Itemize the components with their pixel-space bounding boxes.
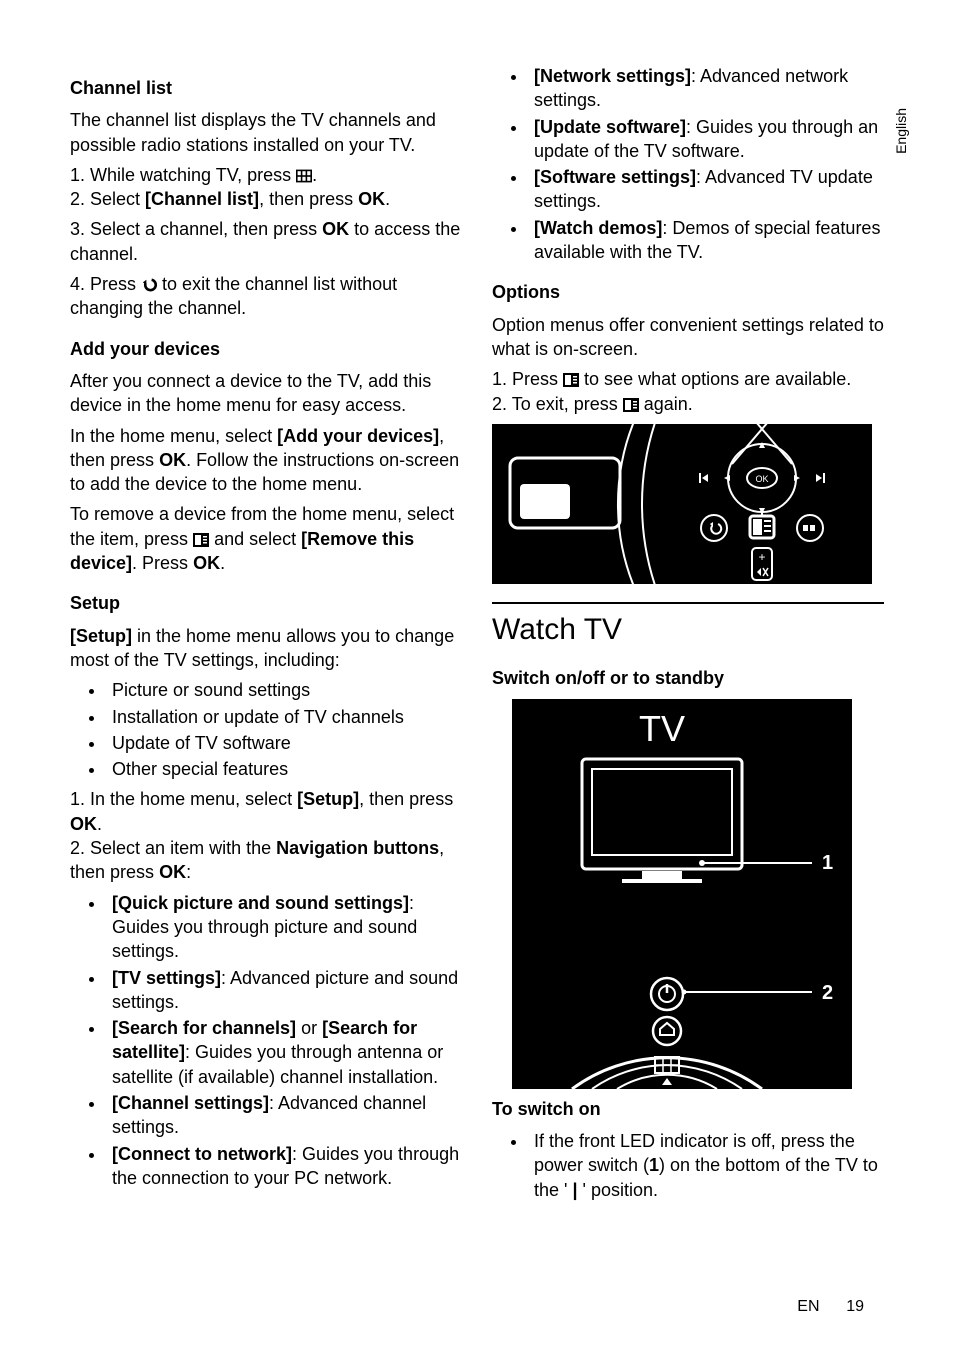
setup-items-list: Picture or sound settings Installation or…	[70, 678, 462, 781]
list-item: [Software settings]: Advanced TV update …	[528, 165, 884, 214]
para: 4. Press to exit the channel list withou…	[70, 272, 462, 321]
bold-text: [Watch demos]	[534, 218, 662, 238]
text: :	[186, 862, 191, 882]
remote-illustration: OK +	[492, 424, 872, 584]
callout-2: 2	[822, 982, 833, 1004]
para: 1. While watching TV, press . 2. Select …	[70, 163, 462, 212]
bold-text: [Add your devices]	[277, 426, 439, 446]
heading-to-switch-on: To switch on	[492, 1097, 884, 1121]
list-item: Picture or sound settings	[106, 678, 462, 702]
bold-text: [Setup]	[70, 626, 132, 646]
switch-on-list: If the front LED indicator is off, press…	[492, 1129, 884, 1202]
svg-text:+: +	[758, 550, 765, 564]
text: .	[220, 553, 225, 573]
para: In the home menu, select [Add your devic…	[70, 424, 462, 497]
right-column: [Network settings]: Advanced network set…	[492, 60, 884, 1206]
bold-text: OK	[322, 219, 349, 239]
para: 1. In the home menu, select [Setup], the…	[70, 787, 462, 884]
list-item: [Search for channels] or [Search for sat…	[106, 1016, 462, 1089]
callout-1: 1	[822, 852, 833, 874]
text: 1. Press	[492, 369, 563, 389]
bold-text: [TV settings]	[112, 968, 221, 988]
bold-text: Navigation buttons	[276, 838, 439, 858]
text: again.	[644, 394, 693, 414]
text: 4. Press	[70, 274, 141, 294]
setup-options-list: [Quick picture and sound settings]: Guid…	[70, 891, 462, 1191]
bold-text: [Update software]	[534, 117, 686, 137]
para: [Setup] in the home menu allows you to c…	[70, 624, 462, 673]
grid-icon	[296, 169, 312, 183]
heading-watch-tv: Watch TV	[492, 602, 884, 651]
para: To remove a device from the home menu, s…	[70, 502, 462, 575]
text: In the home menu, select	[70, 426, 277, 446]
text: .	[385, 189, 390, 209]
bold-text: [Network settings]	[534, 66, 691, 86]
para: Option menus offer convenient settings r…	[492, 313, 884, 362]
tv-label: TV	[639, 708, 685, 749]
list-item: Installation or update of TV channels	[106, 705, 462, 729]
text: to see what options are available.	[584, 369, 851, 389]
list-item: [Channel settings]: Advanced channel set…	[106, 1091, 462, 1140]
list-item: [TV settings]: Advanced picture and soun…	[106, 966, 462, 1015]
footer-page: 19	[846, 1298, 864, 1315]
heading-add-devices: Add your devices	[70, 337, 462, 361]
options-icon	[563, 373, 579, 387]
bold-text: 1	[649, 1155, 659, 1175]
heading-switch: Switch on/off or to standby	[492, 666, 884, 690]
text: 1. While watching TV, press	[70, 165, 296, 185]
heading-setup: Setup	[70, 591, 462, 615]
text: and select	[214, 529, 301, 549]
language-tab: English	[889, 100, 914, 162]
text: 2. Select	[70, 189, 145, 209]
list-item: Other special features	[106, 757, 462, 781]
list-item: [Watch demos]: Demos of special features…	[528, 216, 884, 265]
back-icon	[141, 278, 157, 292]
left-column: Channel list The channel list displays t…	[70, 60, 462, 1206]
list-item: [Update software]: Guides you through an…	[528, 115, 884, 164]
bold-text: OK	[159, 450, 186, 470]
heading-channel-list: Channel list	[70, 76, 462, 100]
options-icon	[623, 398, 639, 412]
bold-text: [Quick picture and sound settings]	[112, 893, 409, 913]
bold-text: [Search for channels]	[112, 1018, 296, 1038]
para: 3. Select a channel, then press OK to ac…	[70, 217, 462, 266]
page-footer: EN 19	[797, 1296, 864, 1318]
text: or	[296, 1018, 322, 1038]
list-item: [Quick picture and sound settings]: Guid…	[106, 891, 462, 964]
text: , then press	[259, 189, 358, 209]
bold-text: OK	[358, 189, 385, 209]
para: The channel list displays the TV channel…	[70, 108, 462, 157]
text: 1. In the home menu, select	[70, 789, 297, 809]
text: 3. Select a channel, then press	[70, 219, 322, 239]
list-item: If the front LED indicator is off, press…	[528, 1129, 884, 1202]
bold-text: OK	[193, 553, 220, 573]
footer-lang: EN	[797, 1298, 819, 1315]
para: After you connect a device to the TV, ad…	[70, 369, 462, 418]
bold-text: [Channel list]	[145, 189, 259, 209]
para: 1. Press to see what options are availab…	[492, 367, 884, 416]
text: 2. To exit, press	[492, 394, 623, 414]
page-body: Channel list The channel list displays t…	[0, 0, 954, 1246]
options-icon	[193, 533, 209, 547]
svg-text:OK: OK	[755, 474, 768, 484]
text: , then press	[359, 789, 453, 809]
bold-text: OK	[70, 814, 97, 834]
text: . Press	[132, 553, 193, 573]
list-item: [Network settings]: Advanced network set…	[528, 64, 884, 113]
tv-illustration: TV 1 2	[512, 699, 852, 1089]
heading-options: Options	[492, 280, 884, 304]
bold-text: [Software settings]	[534, 167, 696, 187]
bold-text: OK	[159, 862, 186, 882]
text: 2. Select an item with the	[70, 838, 276, 858]
text: .	[312, 165, 317, 185]
list-item: Update of TV software	[106, 731, 462, 755]
bold-text: [Setup]	[297, 789, 359, 809]
text: ' position.	[578, 1180, 658, 1200]
list-item: [Connect to network]: Guides you through…	[106, 1142, 462, 1191]
bold-text: [Channel settings]	[112, 1093, 269, 1113]
setup-options-list-2: [Network settings]: Advanced network set…	[492, 64, 884, 264]
bold-text: [Connect to network]	[112, 1144, 292, 1164]
text: .	[97, 814, 102, 834]
